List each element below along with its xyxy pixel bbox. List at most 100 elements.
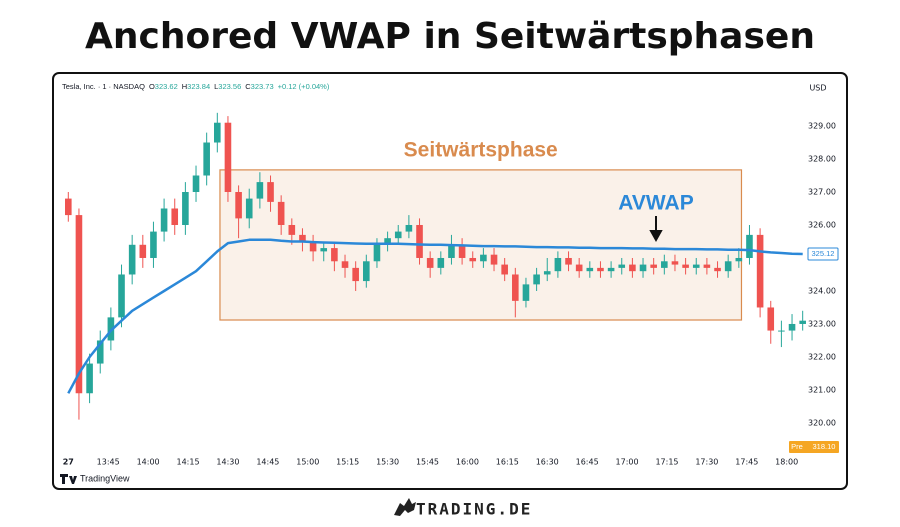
x-tick-label: 15:00 xyxy=(296,458,319,467)
candle-body xyxy=(437,257,445,268)
candle-body xyxy=(458,244,466,258)
candle-body xyxy=(192,175,200,192)
x-tick-label: 17:00 xyxy=(616,458,639,467)
last-price-box xyxy=(807,247,839,261)
change: +0.12 (+0.04%) xyxy=(278,82,330,91)
candle-body xyxy=(288,224,296,235)
y-tick-label: 320.00 xyxy=(808,418,836,427)
y-tick-label: 324.00 xyxy=(808,286,836,295)
x-tick-label: 16:00 xyxy=(456,458,479,467)
x-tick-label: 14:30 xyxy=(216,458,239,467)
candle-body xyxy=(267,182,274,202)
symbol: Tesla, Inc. · 1 · NASDAQ xyxy=(62,82,145,91)
candle-body xyxy=(384,238,391,245)
candle-body xyxy=(586,267,594,272)
candle-body xyxy=(735,257,743,262)
candle-body xyxy=(245,198,253,219)
ohlc-key: O xyxy=(149,82,155,91)
ohlc-key: L xyxy=(214,82,218,91)
candle-body xyxy=(767,307,775,331)
ohlc-value: 323.56 xyxy=(218,82,241,91)
candle-body xyxy=(522,284,530,301)
candle-body xyxy=(746,234,753,258)
brand-logo: TRADING.DE xyxy=(394,498,532,519)
x-tick-label: 18:00 xyxy=(775,458,798,467)
ohlc-key: H xyxy=(182,82,187,91)
x-tick-label: 17:45 xyxy=(735,458,758,467)
avwap-arrow xyxy=(649,216,663,243)
candle-body xyxy=(501,264,508,275)
plot: Tesla, Inc. · 1 · NASDAQ O323.62 H323.84 L3… xyxy=(62,82,839,467)
pre-value: 318.10 xyxy=(813,442,836,451)
x-tick-label: 15:45 xyxy=(416,458,439,467)
x-tick-label: 17:30 xyxy=(695,458,718,467)
page-title: Anchored VWAP in Seitwärtsphasen xyxy=(85,16,815,57)
candle-body xyxy=(799,320,806,324)
candle-body xyxy=(118,274,125,318)
x-tick-label: 16:30 xyxy=(536,458,559,467)
candle-body xyxy=(565,257,572,265)
y-tick-label: 329.00 xyxy=(808,122,836,131)
candle-body xyxy=(299,234,306,242)
candle-body xyxy=(639,264,647,272)
x-tick-label: 13:45 xyxy=(97,458,120,467)
candle-body xyxy=(256,182,264,199)
x-tick-label: 14:45 xyxy=(256,458,279,467)
candle-body xyxy=(416,224,423,258)
candle-body xyxy=(554,257,562,272)
x-tick-label: 15:30 xyxy=(376,458,399,467)
candle-body xyxy=(331,248,338,262)
candle-body xyxy=(714,267,721,272)
currency: USD xyxy=(809,84,826,93)
brand: TRADING.DE xyxy=(416,500,532,519)
brand-icon xyxy=(394,498,416,516)
candle-body xyxy=(235,191,242,219)
y-tick-label: 322.00 xyxy=(808,352,836,361)
candle-body xyxy=(65,198,72,216)
candle-body xyxy=(171,208,179,225)
candle-body xyxy=(650,264,657,268)
candle-body xyxy=(671,261,679,265)
candle-body xyxy=(480,254,487,262)
candle-body xyxy=(150,231,157,258)
candle-body xyxy=(128,244,136,275)
candle-body xyxy=(490,254,498,265)
candle-body xyxy=(703,264,711,268)
candle-body xyxy=(214,122,221,143)
tradingview-logo: TradingView xyxy=(60,473,130,484)
ohlc-value: 323.84 xyxy=(187,82,210,91)
candle-body xyxy=(86,363,93,394)
vwap-line xyxy=(67,238,803,394)
candle-body xyxy=(96,340,104,364)
candle-body xyxy=(320,248,328,252)
x-tick-label: 14:15 xyxy=(177,458,200,467)
candle-body xyxy=(75,215,83,394)
range-label: Seitwärtsphase xyxy=(404,138,558,161)
candle-body xyxy=(756,234,764,308)
x-tick-label: 17:15 xyxy=(655,458,678,467)
candle-body xyxy=(426,257,434,268)
candle-body xyxy=(394,231,402,239)
candle-body xyxy=(341,261,349,268)
candle-body xyxy=(543,271,551,275)
y-tick-label: 323.00 xyxy=(808,319,836,328)
candle-body xyxy=(469,257,477,262)
candle-body xyxy=(203,142,210,176)
candle-body xyxy=(575,264,583,272)
x-tick-label: 15:15 xyxy=(336,458,359,467)
candle-body xyxy=(692,264,700,268)
candle-body xyxy=(373,244,381,262)
candle-body xyxy=(597,267,604,272)
candle-body xyxy=(448,244,455,258)
candle-body xyxy=(405,224,413,232)
candle-body xyxy=(629,264,636,272)
x-tick-label: 14:00 xyxy=(137,458,160,467)
ohlc-key: C xyxy=(245,82,251,91)
pre-box xyxy=(789,441,839,453)
candle-body xyxy=(607,267,615,272)
candle-body xyxy=(309,241,317,252)
candle-body xyxy=(160,208,168,232)
candle-body xyxy=(182,191,189,225)
chart-frame xyxy=(52,72,848,490)
